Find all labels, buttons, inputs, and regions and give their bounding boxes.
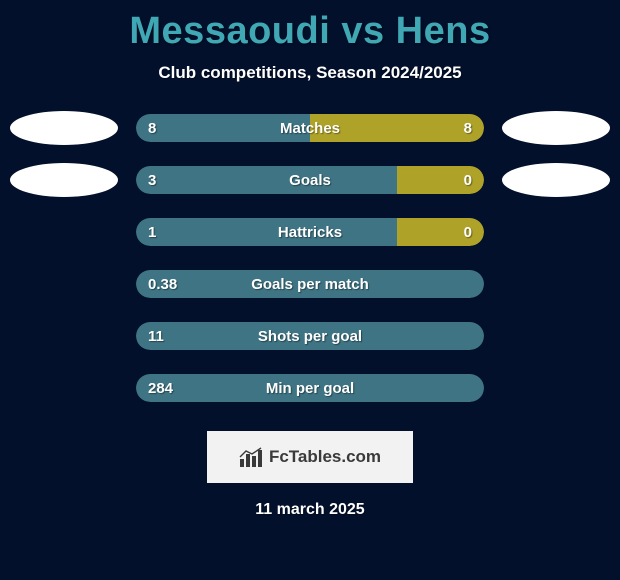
stat-row: 11Shots per goal (0, 319, 620, 353)
stat-row: 0.38Goals per match (0, 267, 620, 301)
chart-icon (239, 447, 263, 467)
player1-badge (10, 163, 118, 197)
logo-text: FcTables.com (269, 447, 381, 467)
date-text: 11 march 2025 (0, 501, 620, 519)
stat-bar: 0.38Goals per match (136, 270, 484, 298)
player2-badge (502, 163, 610, 197)
stat-bar: 284Min per goal (136, 374, 484, 402)
badge-spacer (10, 215, 118, 249)
stat-label: Goals (136, 166, 484, 194)
badge-spacer (502, 319, 610, 353)
stat-bar: 10Hattricks (136, 218, 484, 246)
player2-badge (502, 111, 610, 145)
badge-spacer (502, 267, 610, 301)
stat-row: 284Min per goal (0, 371, 620, 405)
comparison-card: Messaoudi vs Hens Club competitions, Sea… (0, 0, 620, 580)
player1-name: Messaoudi (129, 10, 330, 52)
stat-bar: 88Matches (136, 114, 484, 142)
badge-spacer (502, 371, 610, 405)
stat-bar: 11Shots per goal (136, 322, 484, 350)
badge-spacer (10, 267, 118, 301)
stat-row: 88Matches (0, 111, 620, 145)
stats-rows: 88Matches 30Goals 10Hattricks 0.38Goals per… (0, 111, 620, 405)
stat-label: Shots per goal (136, 322, 484, 350)
player1-badge (10, 111, 118, 145)
badge-spacer (10, 371, 118, 405)
stat-bar: 30Goals (136, 166, 484, 194)
title-vs: vs (330, 10, 395, 52)
logo-box: FcTables.com (207, 431, 413, 483)
player2-name: Hens (396, 10, 491, 52)
badge-spacer (10, 319, 118, 353)
stat-label: Hattricks (136, 218, 484, 246)
subtitle: Club competitions, Season 2024/2025 (0, 63, 620, 83)
stat-label: Goals per match (136, 270, 484, 298)
stat-label: Min per goal (136, 374, 484, 402)
badge-spacer (502, 215, 610, 249)
stat-row: 10Hattricks (0, 215, 620, 249)
stat-row: 30Goals (0, 163, 620, 197)
page-title: Messaoudi vs Hens (0, 0, 620, 53)
stat-label: Matches (136, 114, 484, 142)
